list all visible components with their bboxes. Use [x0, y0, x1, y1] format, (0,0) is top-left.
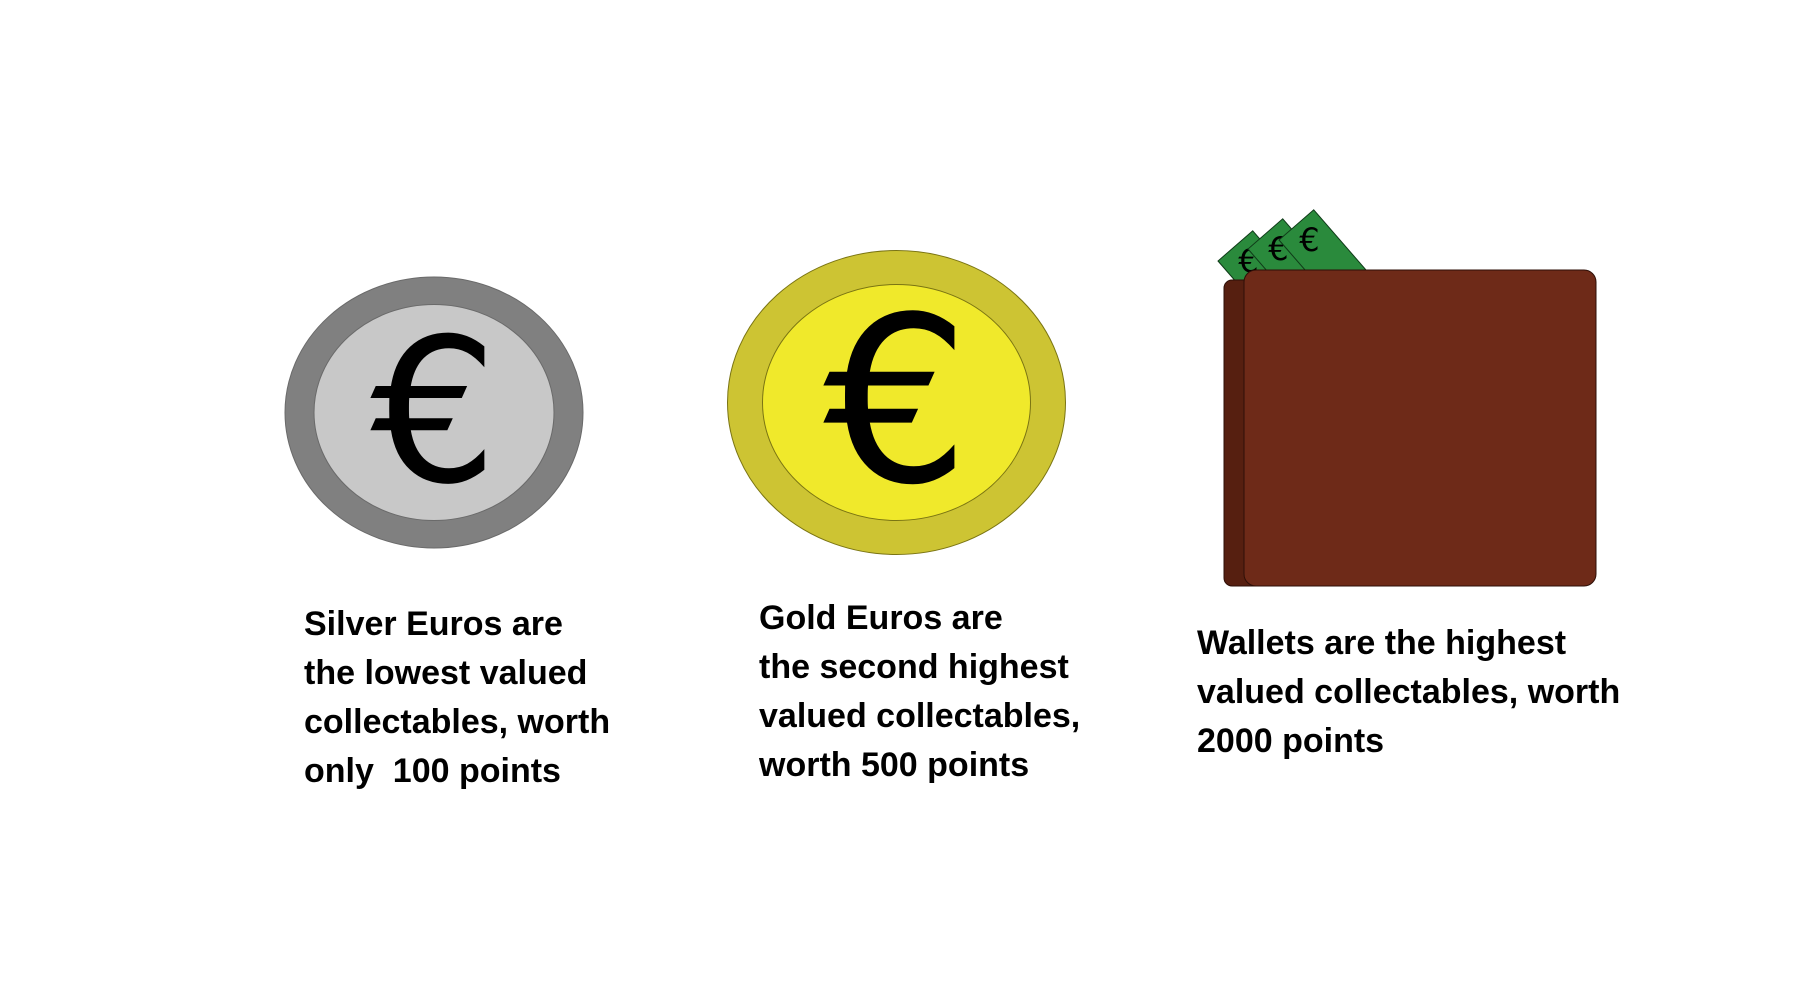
gold-euro-caption: Gold Euros are the second highest valued…	[759, 594, 1080, 790]
wallet-icon: € € €	[1217, 209, 1597, 587]
gold-coin-face	[762, 284, 1031, 521]
silver-caption-line: the lowest valued	[304, 654, 588, 692]
silver-caption-line: only 100 points	[304, 752, 561, 790]
silver-euro-caption: Silver Euros are the lowest valued colle…	[304, 600, 610, 796]
wallet-caption: Wallets are the highest valued collectab…	[1197, 619, 1620, 766]
gold-caption-line: Gold Euros are	[759, 599, 1003, 637]
wallet-caption-line: 2000 points	[1197, 722, 1385, 760]
wallet-caption-line: valued collectables, worth	[1197, 673, 1621, 711]
wallet-caption-line: Wallets are the highest	[1197, 624, 1567, 662]
gold-caption-line: the second highest	[759, 648, 1069, 686]
gold-caption-line: worth 500 points	[759, 746, 1030, 784]
wallet-body	[1243, 269, 1597, 587]
gold-euro-symbol: €	[823, 269, 969, 536]
gold-euro-coin-icon: €	[727, 250, 1066, 555]
gold-caption-line: valued collectables,	[759, 697, 1081, 735]
silver-euro-coin-icon: €	[284, 276, 584, 549]
silver-coin-face	[313, 304, 555, 521]
silver-euro-symbol: €	[370, 296, 497, 529]
banknote-euro-symbol: €	[1299, 221, 1319, 259]
silver-caption-line: collectables, worth	[304, 703, 611, 741]
silver-caption-line: Silver Euros are	[304, 605, 563, 643]
